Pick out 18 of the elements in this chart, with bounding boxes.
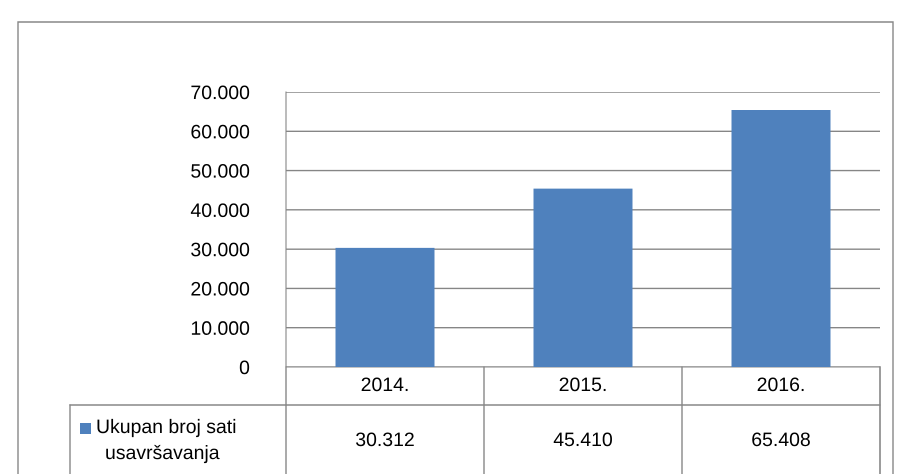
bar xyxy=(534,188,632,367)
legend-label: Ukupan broj sati usavršavanja xyxy=(98,418,236,464)
bar xyxy=(336,248,434,367)
y-tick-label: 70.000 xyxy=(191,85,250,100)
y-tick-label: 0 xyxy=(240,360,250,374)
y-tick-label: 30.000 xyxy=(191,242,250,256)
y-tick-label: 50.000 xyxy=(191,164,250,178)
bar xyxy=(732,110,830,367)
y-tick-label: 60.000 xyxy=(191,124,250,139)
x-tick-label: 2016. xyxy=(758,377,804,392)
data-label: 30.312 xyxy=(356,432,414,446)
x-tick-label: 2014. xyxy=(362,377,408,392)
y-tick-label: 10.000 xyxy=(192,321,250,335)
y-tick-label: 40.000 xyxy=(190,203,250,218)
y-tick-label: 20.000 xyxy=(191,282,250,296)
data-label: 45.410 xyxy=(554,432,612,446)
data-label: 65.408 xyxy=(752,432,810,446)
x-tick-label: 2015. xyxy=(560,377,606,392)
